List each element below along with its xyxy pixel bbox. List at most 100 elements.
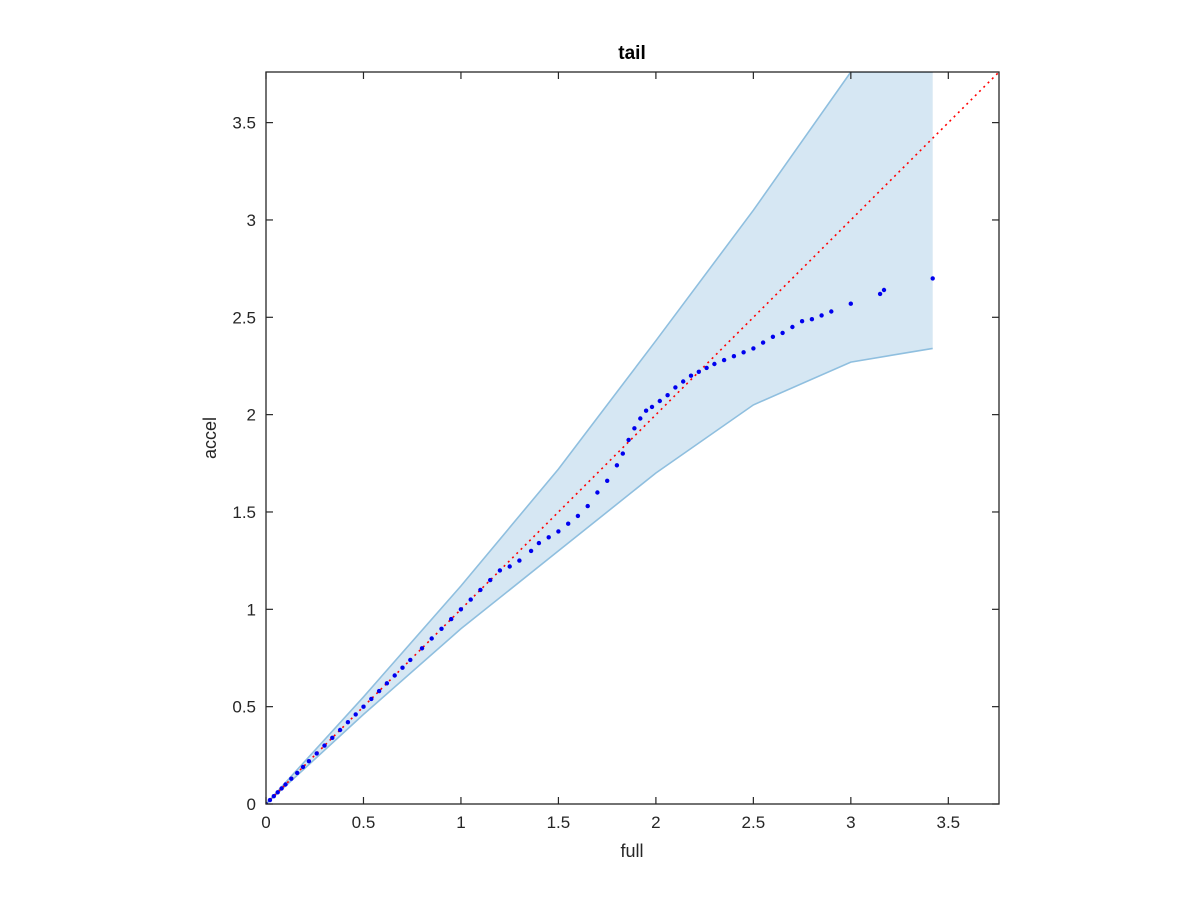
- data-point: [528, 548, 534, 554]
- y-axis-ticks: 0 0.5 1 1.5 2 2.5 3 3.5: [232, 114, 999, 814]
- data-point: [877, 291, 883, 297]
- data-point: [741, 350, 746, 355]
- data-point: [681, 379, 686, 384]
- y-tick-label: 1.5: [232, 503, 256, 522]
- data-point: [353, 712, 358, 717]
- data-point: [314, 751, 319, 756]
- y-tick-label: 3.5: [232, 114, 256, 133]
- data-point: [408, 657, 413, 663]
- y-axis-label: accel: [200, 417, 220, 459]
- reference-line: [266, 72, 999, 804]
- data-point: [275, 790, 280, 795]
- y-tick-label: 2: [247, 406, 256, 425]
- data-point: [829, 309, 834, 314]
- data-point: [712, 361, 717, 367]
- data-point: [626, 437, 631, 443]
- data-point: [330, 735, 335, 740]
- y-tick-label: 0.5: [232, 698, 256, 717]
- data-point: [721, 357, 727, 363]
- x-tick-label: 3: [846, 813, 855, 832]
- data-point: [614, 463, 620, 468]
- data-point: [546, 535, 551, 540]
- y-tick-label: 3: [247, 211, 256, 230]
- x-tick-label: 0.5: [352, 813, 376, 832]
- data-point: [267, 797, 273, 803]
- confidence-band-area: [266, 72, 933, 804]
- data-point: [595, 490, 600, 495]
- data-point: [295, 770, 300, 776]
- data-point: [605, 478, 610, 483]
- data-point: [458, 607, 464, 612]
- data-point: [638, 416, 643, 421]
- data-point: [289, 776, 294, 781]
- data-point: [731, 354, 737, 359]
- data-point: [361, 704, 366, 709]
- data-point: [673, 385, 678, 390]
- data-point: [345, 720, 351, 725]
- x-tick-label: 0: [261, 813, 270, 832]
- data-point: [536, 540, 542, 546]
- data-point: [809, 317, 815, 322]
- data-point: [848, 301, 853, 306]
- data-point: [649, 404, 655, 410]
- data-point: [478, 587, 483, 593]
- y-tick-label: 1: [247, 600, 256, 619]
- confidence-band-layer: [266, 72, 933, 804]
- confidence-band-upper-edge: [266, 72, 933, 804]
- data-point: [760, 340, 766, 345]
- data-point: [419, 646, 425, 651]
- data-point: [657, 398, 662, 404]
- axes-box: [265, 71, 1000, 805]
- x-axis-ticks: 0 0.5 1 1.5 2 2.5 3 3.5: [261, 72, 960, 832]
- data-point: [449, 616, 454, 622]
- data-point: [881, 287, 887, 293]
- data-points-layer: [266, 276, 935, 804]
- data-point: [688, 373, 694, 378]
- data-point: [271, 794, 276, 799]
- data-point: [770, 334, 776, 339]
- data-point: [300, 764, 306, 770]
- data-point: [279, 786, 284, 791]
- data-point: [620, 451, 625, 456]
- data-point: [704, 365, 709, 371]
- x-tick-label: 1: [456, 813, 465, 832]
- data-point: [930, 276, 935, 281]
- data-point: [488, 577, 493, 583]
- x-tick-label: 2.5: [742, 813, 766, 832]
- y-tick-label: 2.5: [232, 308, 256, 327]
- data-point: [392, 673, 397, 678]
- data-point: [283, 782, 288, 787]
- confidence-band-lower-edge: [266, 347, 933, 804]
- data-point: [585, 503, 590, 509]
- data-point: [497, 568, 503, 573]
- x-tick-label: 2: [651, 813, 660, 832]
- data-point: [369, 696, 374, 702]
- reference-line-layer: [266, 72, 999, 804]
- data-point: [322, 743, 327, 748]
- x-axis-label: full: [620, 841, 643, 861]
- data-point: [306, 759, 312, 764]
- data-point: [665, 393, 670, 398]
- data-point: [517, 558, 522, 563]
- data-point: [780, 330, 785, 336]
- data-point: [556, 529, 561, 534]
- data-point: [566, 521, 571, 526]
- data-point: [799, 319, 805, 324]
- data-point: [632, 426, 637, 431]
- x-tick-label: 3.5: [936, 813, 960, 832]
- data-point: [751, 346, 756, 351]
- chart-title: tail: [618, 43, 645, 64]
- data-point: [429, 636, 434, 641]
- data-point: [468, 597, 473, 602]
- y-tick-label: 0: [247, 795, 256, 814]
- x-tick-label: 1.5: [547, 813, 571, 832]
- data-point: [400, 665, 405, 670]
- data-point: [507, 564, 512, 569]
- data-point: [790, 324, 795, 330]
- data-point: [819, 313, 824, 318]
- data-point: [439, 626, 444, 631]
- data-point: [376, 688, 382, 694]
- data-point: [696, 369, 701, 374]
- data-point: [384, 681, 390, 686]
